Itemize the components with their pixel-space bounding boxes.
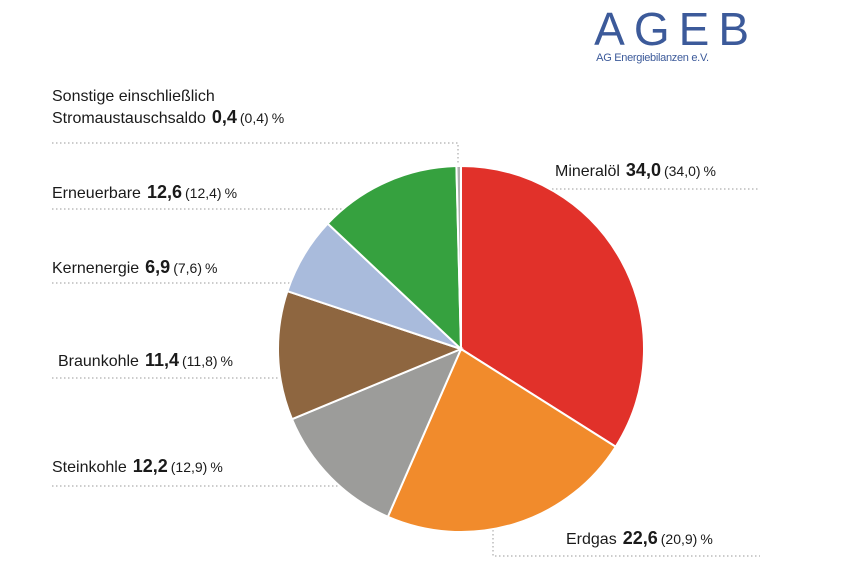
label-braunkohle-name: Braunkohle: [58, 353, 139, 370]
label-steinkohle: Steinkohle 12,2 (12,9)%: [52, 456, 223, 478]
label-erneuerbare-name: Erneuerbare: [52, 185, 141, 202]
prev-erdgas: (20,9): [660, 531, 698, 547]
prev-braunkohle: (11,8): [182, 353, 218, 369]
pie-slices: [277, 164, 645, 534]
label-mineraloel-name: Mineralöl: [555, 163, 620, 180]
logo-subtitle: AG Energiebilanzen e.V.: [596, 52, 709, 64]
unit-erneuerbare: %: [224, 185, 238, 201]
label-sonstige-line2: Stromaustauschsaldo: [52, 110, 206, 127]
pie-slice-braunkohle: [277, 289, 464, 421]
value-erdgas: 22,6: [622, 528, 658, 548]
prev-sonstige: (0,4): [239, 110, 269, 126]
label-braunkohle: Braunkohle 11,4 (11,8)%: [58, 350, 233, 372]
ageb-logo: AGEB AG Energiebilanzen e.V.: [594, 4, 758, 64]
value-mineraloel: 34,0: [625, 160, 661, 180]
unit-braunkohle: %: [220, 353, 233, 369]
unit-sonstige: %: [271, 110, 285, 126]
label-sonstige: Sonstige einschließlich Stromaustauschsa…: [52, 87, 284, 129]
prev-erneuerbare: (12,4): [185, 185, 222, 201]
label-sonstige-line1: Sonstige einschließlich: [52, 88, 215, 105]
label-erdgas-name: Erdgas: [566, 531, 617, 548]
prev-steinkohle: (12,9): [170, 459, 208, 475]
leader-lines: [52, 142, 760, 557]
pie-slice-mineraloel: [460, 164, 645, 449]
label-kernenergie-name: Kernenergie: [52, 260, 140, 277]
pie-slice-steinkohle: [290, 347, 463, 519]
pie-slice-erneuerbare: [326, 165, 463, 352]
value-erneuerbare: 12,6: [146, 182, 182, 202]
value-sonstige: 0,4: [211, 107, 237, 127]
leader-erdgas: [492, 490, 760, 557]
pie-slice-erdgas: [386, 347, 618, 534]
value-steinkohle: 12,2: [132, 456, 168, 476]
value-kernenergie: 6,9: [145, 257, 171, 277]
pie-slice-sonstige: [455, 164, 462, 350]
unit-erdgas: %: [700, 531, 713, 547]
label-mineraloel: Mineralöl 34,0 (34,0)%: [555, 160, 716, 182]
value-braunkohle: 11,4: [144, 350, 179, 370]
label-steinkohle-name: Steinkohle: [52, 459, 127, 476]
unit-mineraloel: %: [703, 163, 716, 179]
label-kernenergie: Kernenergie 6,9 (7,6)%: [52, 257, 217, 279]
logo-word: AGEB: [594, 3, 758, 55]
label-erdgas: Erdgas 22,6 (20,9)%: [566, 528, 713, 550]
unit-kernenergie: %: [205, 260, 218, 276]
leader-sonstige: [52, 142, 459, 168]
prev-kernenergie: (7,6): [173, 260, 202, 276]
prev-mineraloel: (34,0): [663, 163, 701, 179]
unit-steinkohle: %: [210, 459, 223, 475]
label-erneuerbare: Erneuerbare 12,6 (12,4)%: [52, 182, 237, 204]
